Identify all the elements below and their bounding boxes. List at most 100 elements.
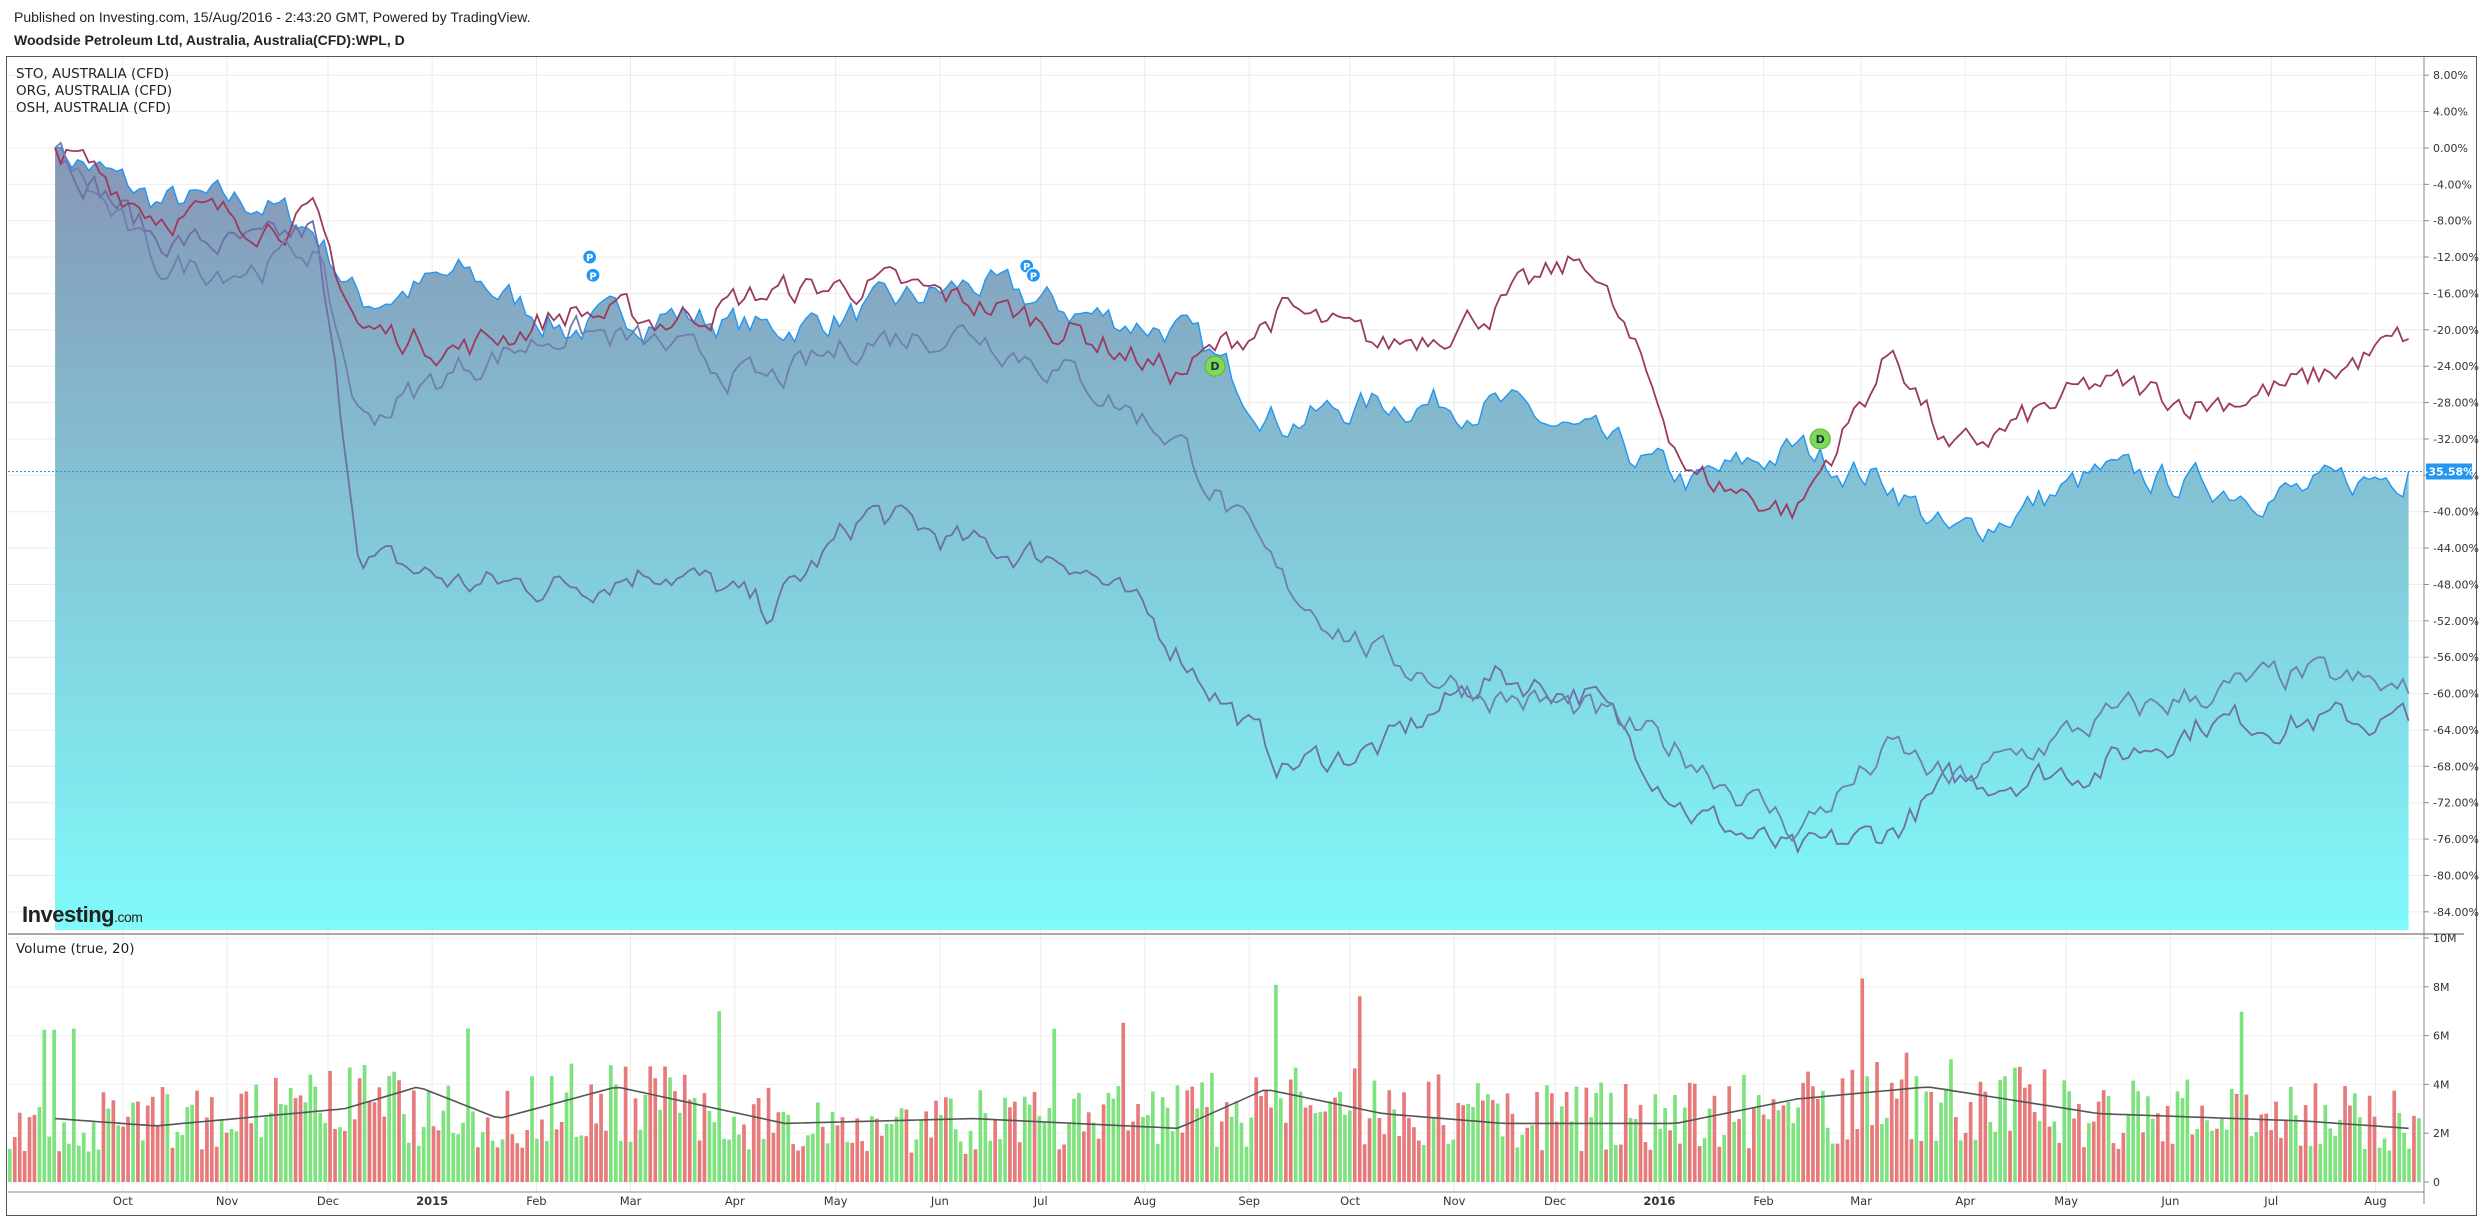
volume-bar bbox=[1170, 1131, 1175, 1182]
volume-bar bbox=[1988, 1121, 1993, 1182]
volume-bar bbox=[1397, 1136, 1401, 1182]
volume-bar bbox=[1003, 1097, 1007, 1182]
split-marker[interactable] bbox=[582, 249, 598, 265]
volume-bar bbox=[1860, 978, 1865, 1182]
volume-bar bbox=[1077, 1092, 1081, 1182]
volume-bar bbox=[155, 1126, 160, 1182]
volume-bar bbox=[1633, 1119, 1638, 1182]
volume-bar bbox=[1599, 1082, 1603, 1182]
legend-org[interactable]: ORG, AUSTRALIA (CFD) bbox=[16, 83, 173, 99]
published-note: Published on Investing.com, 15/Aug/2016 … bbox=[14, 9, 531, 25]
time-tick-label: Jul bbox=[2263, 1194, 2278, 1208]
volume-bar bbox=[1623, 1084, 1628, 1182]
volume-bar bbox=[1185, 1090, 1190, 1182]
legend-osh[interactable]: OSH, AUSTRALIA (CFD) bbox=[16, 100, 172, 116]
volume-bar bbox=[160, 1087, 165, 1182]
volume-bar bbox=[17, 1112, 22, 1182]
time-tick-label: Oct bbox=[1340, 1194, 1360, 1208]
volume-bar bbox=[648, 1066, 653, 1182]
volume-bar bbox=[1328, 1101, 1332, 1182]
volume-tick-label: 2M bbox=[2433, 1127, 2450, 1140]
osh-series-line[interactable] bbox=[54, 141, 2410, 843]
volume-bar bbox=[761, 1138, 766, 1182]
org-series-line[interactable] bbox=[54, 147, 2409, 521]
volume-bar bbox=[865, 1151, 869, 1182]
dividend-marker[interactable] bbox=[1204, 355, 1226, 377]
volume-bar bbox=[1811, 1086, 1815, 1182]
price-tick-label: -56.00% bbox=[2433, 651, 2479, 664]
volume-bar bbox=[1771, 1099, 1776, 1182]
volume-bar bbox=[121, 1126, 125, 1182]
volume-bar bbox=[707, 1111, 712, 1182]
volume-bar bbox=[456, 1134, 460, 1182]
volume-bar bbox=[2338, 1119, 2342, 1182]
area-series-line[interactable] bbox=[55, 146, 2410, 543]
volume-bar bbox=[2229, 1088, 2234, 1182]
volume-bar bbox=[614, 1084, 618, 1182]
symbol-title: Woodside Petroleum Ltd, Australia, Austr… bbox=[14, 32, 405, 48]
volume-bar bbox=[1747, 1148, 1751, 1182]
volume-bar bbox=[599, 1093, 603, 1182]
time-tick-label: Apr bbox=[1955, 1194, 1975, 1208]
volume-bar bbox=[2141, 1132, 2145, 1182]
volume-bar bbox=[1215, 1146, 1219, 1182]
volume-bar bbox=[1732, 1121, 1736, 1182]
volume-bar bbox=[2367, 1095, 2372, 1182]
volume-bar bbox=[692, 1097, 697, 1182]
volume-bar bbox=[653, 1078, 658, 1182]
volume-bar bbox=[1687, 1082, 1692, 1182]
volume-bar bbox=[1303, 1107, 1308, 1182]
legend-sto[interactable]: STO, AUSTRALIA (CFD) bbox=[16, 66, 170, 82]
volume-bar bbox=[347, 1067, 352, 1182]
volume-bar bbox=[988, 1140, 993, 1182]
price-tick-label: 4.00% bbox=[2433, 106, 2468, 119]
volume-bar bbox=[944, 1097, 948, 1182]
volume-bar bbox=[549, 1075, 554, 1182]
volume-title[interactable]: Volume (true, 20) bbox=[16, 941, 135, 957]
volume-bar bbox=[42, 1029, 47, 1182]
volume-bar bbox=[2180, 1097, 2185, 1182]
volume-bar bbox=[2175, 1091, 2180, 1182]
volume-bar bbox=[1756, 1095, 1761, 1182]
volume-bar bbox=[1766, 1119, 1771, 1182]
volume-bar bbox=[1678, 1143, 1682, 1182]
dividend-marker[interactable] bbox=[1809, 428, 1831, 450]
volume-bar bbox=[2308, 1145, 2313, 1182]
volume-bar bbox=[811, 1133, 815, 1182]
volume-bar bbox=[2146, 1096, 2150, 1182]
volume-bar bbox=[983, 1113, 988, 1182]
price-tick-label: -84.00% bbox=[2433, 906, 2479, 919]
volume-bar bbox=[2190, 1134, 2195, 1182]
volume-tick-label: 4M bbox=[2433, 1078, 2450, 1091]
volume-bar bbox=[505, 1090, 510, 1182]
volume-bar bbox=[1850, 1069, 1855, 1182]
volume-bar bbox=[1993, 1131, 1998, 1182]
volume-bar bbox=[1904, 1052, 1909, 1182]
volume-bar bbox=[1027, 1104, 1032, 1182]
volume-bar bbox=[1973, 1139, 1978, 1182]
volume-bar bbox=[702, 1093, 707, 1182]
volume-bar bbox=[1101, 1104, 1106, 1182]
sto-series-line[interactable] bbox=[54, 147, 2410, 855]
volume-bar bbox=[924, 1111, 928, 1182]
volume-bar bbox=[638, 1129, 643, 1182]
volume-bar bbox=[72, 1028, 76, 1182]
volume-bar bbox=[436, 1130, 441, 1182]
volume-moving-average[interactable] bbox=[55, 1086, 2409, 1130]
volume-bars bbox=[8, 978, 2421, 1182]
split-marker[interactable] bbox=[585, 267, 601, 283]
volume-bar bbox=[416, 1145, 421, 1182]
volume-bar bbox=[1121, 1022, 1126, 1182]
volume-bar bbox=[1446, 1144, 1451, 1182]
volume-bar bbox=[791, 1144, 795, 1182]
volume-bar bbox=[978, 1090, 983, 1182]
volume-bar bbox=[1017, 1142, 1022, 1182]
split-marker[interactable] bbox=[1025, 267, 1042, 283]
volume-bar bbox=[2165, 1106, 2170, 1182]
volume-bar bbox=[1663, 1108, 1667, 1182]
volume-bar bbox=[136, 1101, 140, 1182]
price-tick-label: -48.00% bbox=[2433, 578, 2479, 591]
volume-bar bbox=[1594, 1093, 1598, 1182]
volume-bar bbox=[1096, 1138, 1101, 1182]
volume-bar bbox=[998, 1139, 1002, 1182]
